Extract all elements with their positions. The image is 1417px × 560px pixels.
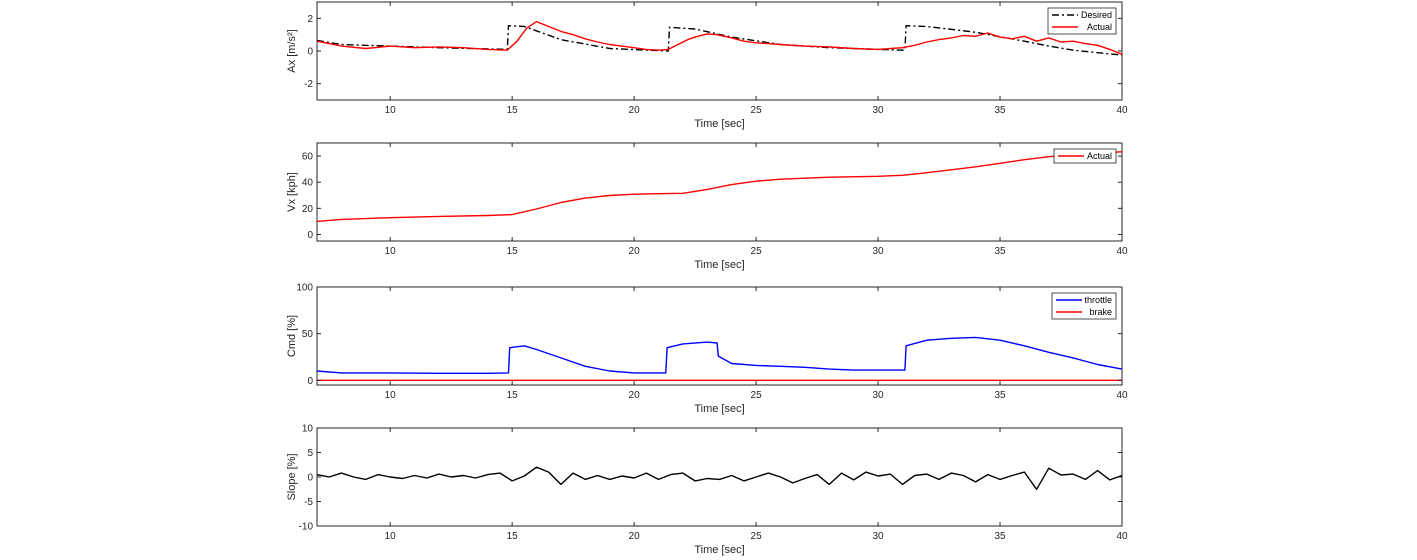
velocity-y-axis-label: Vx [kph] [286, 172, 298, 212]
velocity-series-actual [317, 151, 1122, 223]
acceleration-x-axis-label: Time [sec] [694, 118, 744, 130]
acceleration-subplot: 10 15 20 25 30 35 40-202 Time [sec] Ax [m/s²] … [286, 1, 1128, 130]
velocity-legend: Actual [1053, 148, 1117, 164]
slope-x-tick-label: 30 [872, 531, 884, 542]
acceleration-y-axis-label: Ax [m/s²] [286, 29, 298, 72]
velocity-y-tick-label: 0 [307, 230, 313, 241]
slope-y-axis-label: Slope [%] [286, 453, 298, 500]
slope-x-tick-label: 20 [629, 531, 641, 542]
velocity-x-tick-label: 40 [1116, 246, 1128, 257]
acceleration-x-tick-label: 40 [1116, 105, 1128, 116]
command-ticks: 10 15 20 25 30 35 40 0 50 100 [296, 283, 1128, 402]
acceleration-x-tick-label: 20 [629, 105, 641, 116]
slope-subplot: 10 15 20 25 30 35 40 -10 -5 0 5 10 Time [sec] Slope… [286, 424, 1128, 557]
velocity-x-tick-label: 30 [872, 246, 884, 257]
command-x-tick-label: 40 [1116, 390, 1128, 401]
acceleration-legend-label-desired: Desired [1081, 10, 1112, 20]
acceleration-legend-label-actual: Actual [1087, 22, 1112, 32]
acceleration-axes-box [316, 1, 1123, 101]
acceleration-series-actual [317, 20, 1122, 55]
velocity-x-tick-label: 15 [507, 246, 519, 257]
slope-x-axis-label: Time [sec] [694, 544, 744, 556]
command-legend: throttle brake [1051, 292, 1117, 320]
slope-series [317, 466, 1122, 490]
command-x-axis-label: Time [sec] [694, 403, 744, 415]
acceleration-y-tick-label: 0 [307, 47, 313, 58]
command-x-tick-label: 25 [751, 390, 763, 401]
acceleration-legend-box [1047, 7, 1117, 35]
command-x-tick-label: 15 [507, 390, 519, 401]
velocity-x-tick-label: 20 [629, 246, 641, 257]
acceleration-series [317, 20, 1122, 56]
command-y-tick-label: 100 [296, 283, 313, 294]
command-series-throttle [317, 336, 1122, 374]
acceleration-x-tick-label: 15 [507, 105, 519, 116]
slope-series-line [317, 466, 1122, 490]
slope-y-tick-label: 0 [307, 473, 313, 484]
velocity-axes-box [316, 142, 1123, 242]
command-legend-box [1051, 292, 1117, 320]
velocity-y-tick-label: 60 [302, 152, 314, 163]
command-y-axis-label: Cmd [%] [286, 315, 298, 357]
slope-ticks: 10 15 20 25 30 35 40 -10 -5 0 5 10 [299, 424, 1128, 543]
command-x-tick-label: 35 [994, 390, 1006, 401]
acceleration-y-tick-label: 2 [307, 14, 313, 25]
velocity-y-tick-label: 40 [302, 178, 314, 189]
velocity-ticks: 10 15 20 25 30 35 40 0 20 40 60 [302, 143, 1128, 257]
slope-y-tick-label: 10 [302, 424, 314, 435]
command-x-tick-label: 30 [872, 390, 884, 401]
acceleration-x-tick-label: 25 [751, 105, 763, 116]
command-y-tick-label: 0 [307, 376, 313, 387]
velocity-subplot: 10 15 20 25 30 35 40 0 20 40 60 Time [sec] Vx [kph… [286, 142, 1128, 271]
slope-y-tick-label: -5 [304, 497, 313, 508]
velocity-x-tick-label: 25 [751, 246, 763, 257]
slope-y-tick-label: -10 [299, 522, 314, 533]
command-series [317, 336, 1122, 381]
slope-x-tick-label: 40 [1116, 531, 1128, 542]
velocity-legend-label-actual: Actual [1087, 151, 1112, 161]
command-legend-label-brake: brake [1089, 307, 1112, 317]
acceleration-y-tick-label: -2 [304, 79, 313, 90]
slope-x-tick-label: 15 [507, 531, 519, 542]
velocity-x-tick-label: 35 [994, 246, 1006, 257]
command-x-tick-label: 10 [385, 390, 397, 401]
command-x-tick-label: 20 [629, 390, 641, 401]
velocity-series [317, 151, 1122, 223]
acceleration-x-tick-label: 35 [994, 105, 1006, 116]
slope-axes-box [316, 427, 1123, 527]
slope-x-tick-label: 35 [994, 531, 1006, 542]
acceleration-x-tick-label: 30 [872, 105, 884, 116]
velocity-legend-box [1053, 148, 1117, 164]
velocity-x-axis-label: Time [sec] [694, 259, 744, 271]
slope-x-tick-label: 10 [385, 531, 397, 542]
slope-x-tick-label: 25 [751, 531, 763, 542]
acceleration-legend: Desired Actual [1047, 7, 1117, 35]
velocity-x-tick-label: 10 [385, 246, 397, 257]
velocity-y-tick-label: 20 [302, 204, 314, 215]
command-axes-box [316, 286, 1123, 386]
command-legend-label-throttle: throttle [1084, 295, 1112, 305]
slope-y-tick-label: 5 [307, 448, 313, 459]
command-y-tick-label: 50 [302, 329, 314, 340]
acceleration-ticks: 10 15 20 25 30 35 40 -2 0 2 [304, 2, 1128, 116]
acceleration-x-tick-label: 10 [385, 105, 397, 116]
